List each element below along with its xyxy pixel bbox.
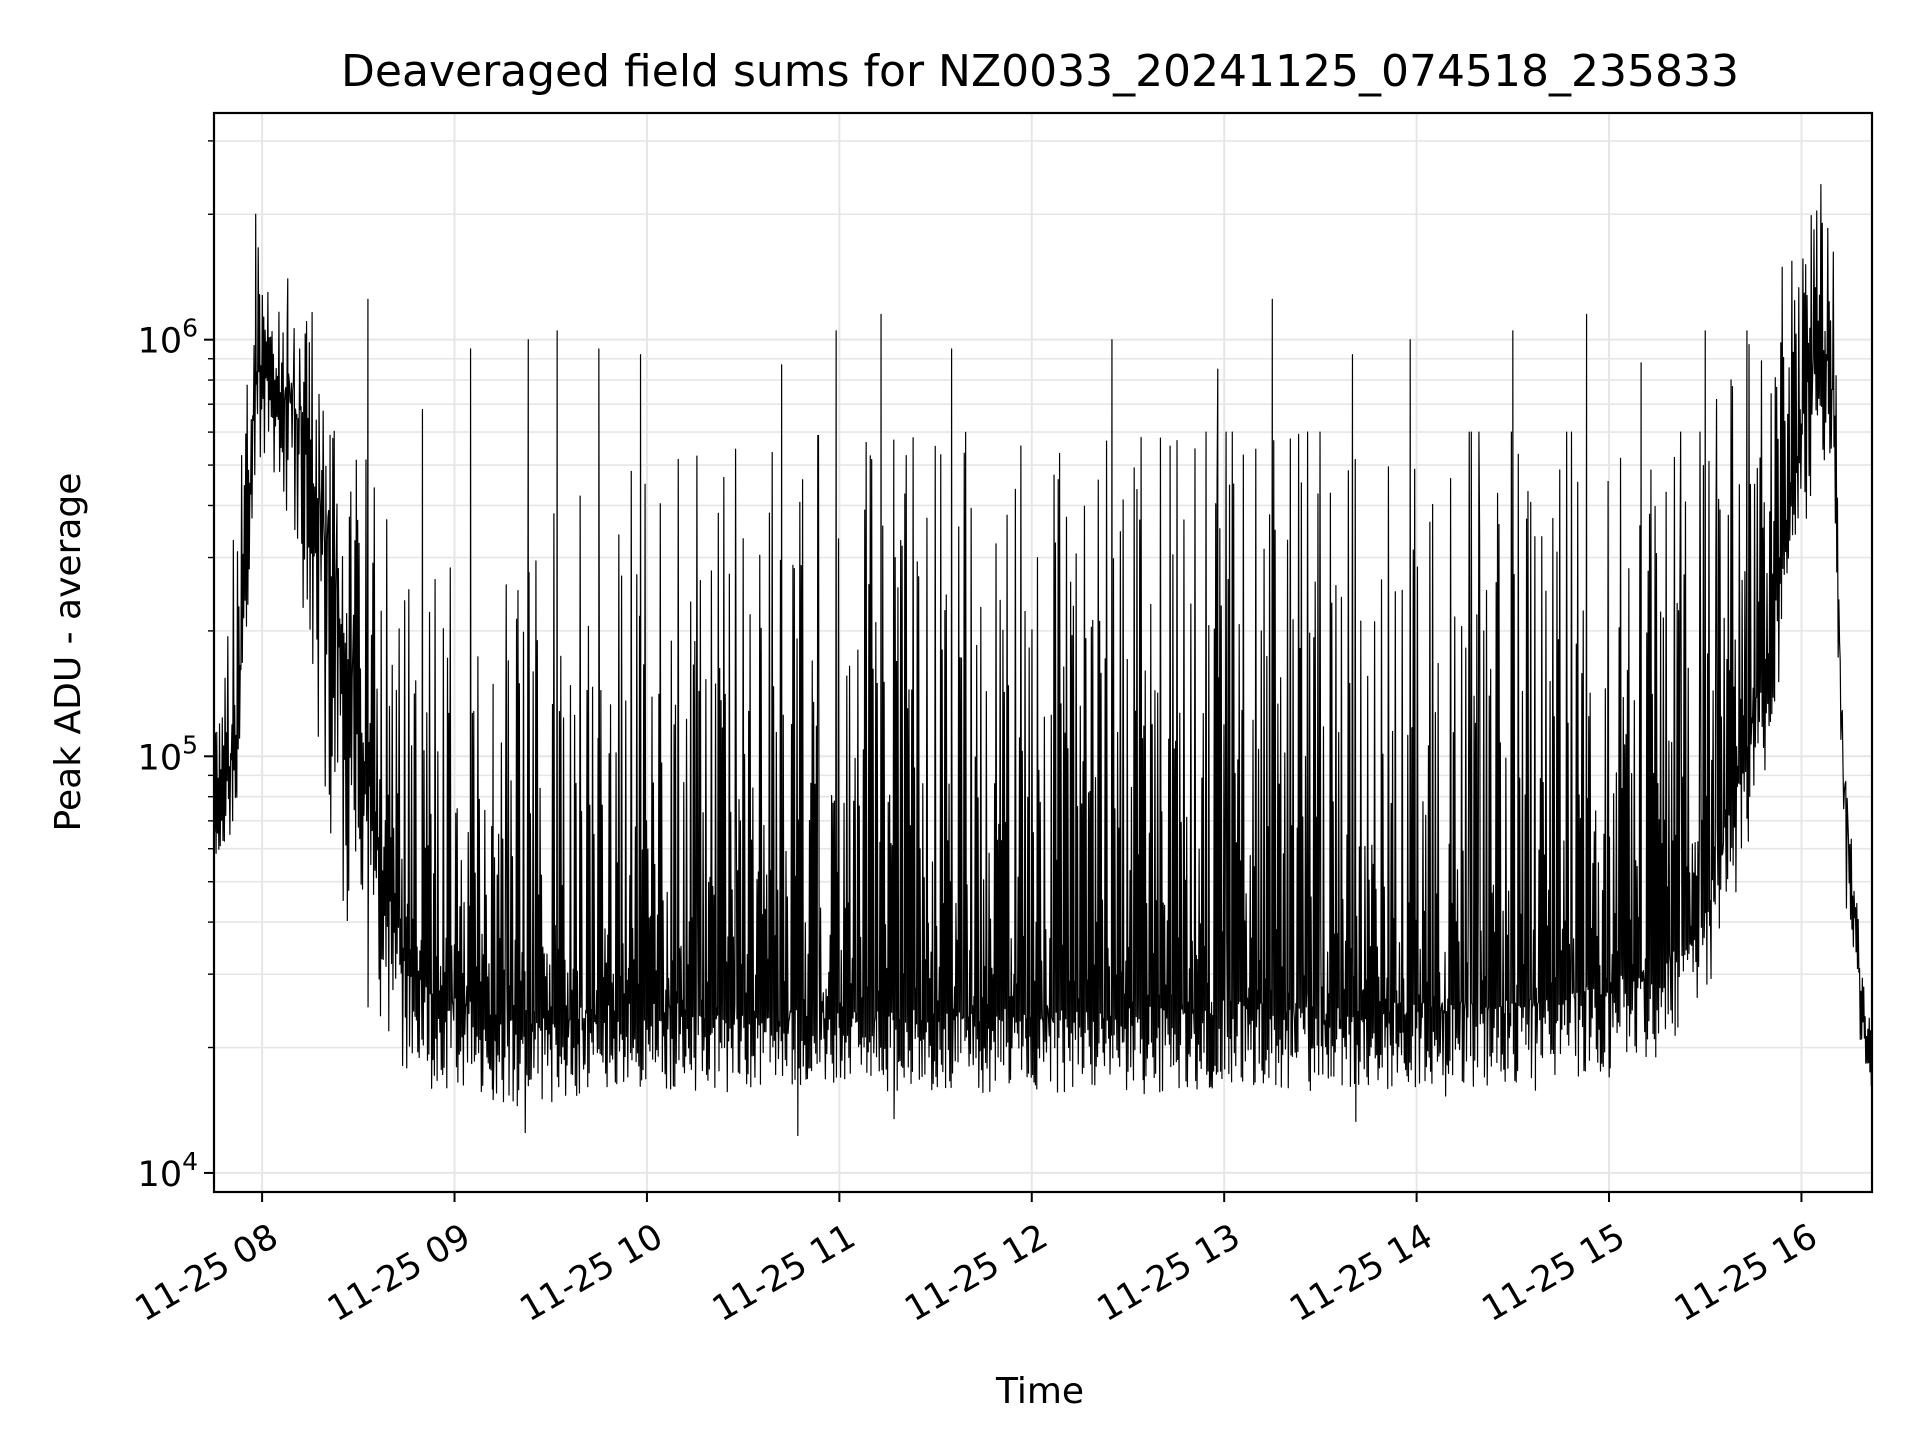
plot-frame	[212, 111, 1874, 1194]
y-tick-exponent: 5	[182, 730, 198, 759]
x-axis-label: Time	[995, 1371, 1084, 1412]
y-tick-base: 10	[138, 1155, 183, 1195]
y-axis-label: Peak ADU - average	[48, 473, 89, 832]
y-tick-label: 105	[138, 730, 198, 778]
y-tick-exponent: 6	[182, 314, 198, 343]
grid-lines	[214, 113, 1872, 1192]
y-tick-exponent: 4	[182, 1147, 198, 1176]
y-tick-base: 10	[138, 738, 183, 778]
y-tick-base: 10	[138, 322, 183, 362]
data-series-line	[213, 183, 1873, 1137]
y-tick-label: 104	[138, 1147, 198, 1195]
series-line-path	[213, 183, 1873, 1137]
chart-title: Deaveraged field sums for NZ0033_2024112…	[341, 46, 1739, 97]
y-tick-label: 106	[138, 314, 198, 362]
